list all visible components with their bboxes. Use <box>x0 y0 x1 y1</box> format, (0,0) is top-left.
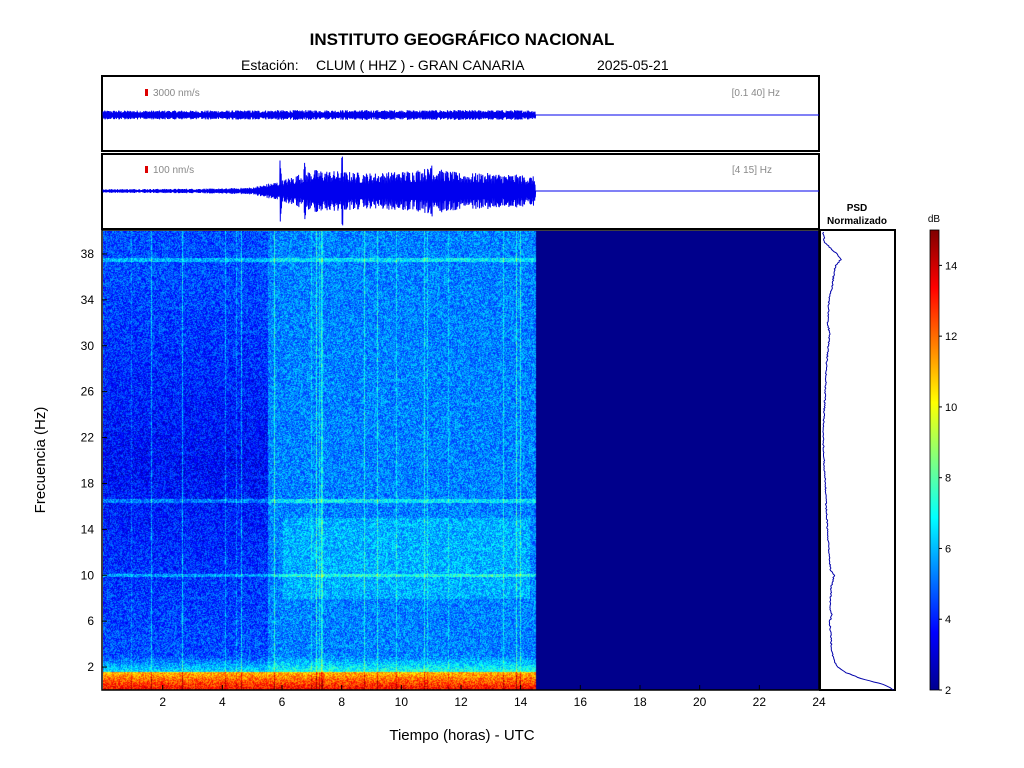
y-tick-label: 2 <box>87 660 94 674</box>
y-tick-label: 34 <box>81 293 95 307</box>
colorbar-tick-label: 10 <box>945 402 957 414</box>
colorbar-gradient <box>929 229 940 691</box>
spectrogram-y-label: Frecuencia (Hz) <box>32 407 49 514</box>
x-tick-label: 8 <box>338 695 345 709</box>
psd-title-line2: Normalizado <box>827 216 887 227</box>
x-tick-label: 4 <box>219 695 226 709</box>
psd-curve <box>822 231 894 691</box>
x-tick-label: 22 <box>753 695 767 709</box>
spectrogram-panel: 2 4 6 8 10 12 14 16 18 20 22 24 261014182226303438 … <box>32 229 826 744</box>
y-tick-label: 22 <box>81 431 95 445</box>
x-tick-label: 12 <box>454 695 468 709</box>
filter-label-filtered: [4 15] Hz <box>732 165 772 176</box>
spectrogram-x-ticks: 2 4 6 8 10 12 14 16 18 20 22 24 <box>159 685 826 709</box>
seismogram-broadband-panel: 3000 nm/s [0.1 40] Hz <box>101 75 820 152</box>
spectrogram-x-label: Tiempo (horas) - UTC <box>389 727 534 744</box>
colorbar-ticks: 2 4 6 8 10 12 14 <box>939 260 957 697</box>
x-tick-label: 2 <box>159 695 166 709</box>
x-tick-label: 16 <box>574 695 588 709</box>
scale-label-filtered: 100 nm/s <box>153 165 194 176</box>
psd-title-line1: PSD <box>847 203 868 214</box>
colorbar-tick-label: 6 <box>945 543 951 555</box>
colorbar-tick-label: 4 <box>945 614 951 626</box>
psd-frame <box>819 229 896 691</box>
spectrogram-heatmap <box>103 231 819 690</box>
record-date: 2025-05-21 <box>597 57 669 73</box>
scale-label-broadband: 3000 nm/s <box>153 88 200 99</box>
colorbar-tick-label: 12 <box>945 331 957 343</box>
colorbar: dB 2 4 6 8 10 12 14 <box>928 214 957 697</box>
y-tick-label: 6 <box>87 614 94 628</box>
trace-broadband <box>102 110 819 120</box>
station-name: CLUM ( HHZ ) - GRAN CANARIA <box>316 57 525 73</box>
y-tick-label: 26 <box>81 385 95 399</box>
y-tick-label: 18 <box>81 476 95 490</box>
figure-title: INSTITUTO GEOGRÁFICO NACIONAL <box>310 30 615 49</box>
y-tick-label: 30 <box>81 339 95 353</box>
colorbar-tick-label: 8 <box>945 473 951 485</box>
filter-label-broadband: [0.1 40] Hz <box>732 88 780 99</box>
x-tick-label: 24 <box>812 695 826 709</box>
y-tick-label: 38 <box>81 247 95 261</box>
x-tick-label: 10 <box>395 695 409 709</box>
x-tick-label: 18 <box>633 695 647 709</box>
y-tick-label: 10 <box>81 568 95 582</box>
scale-marker-broadband <box>145 89 148 96</box>
colorbar-tick-label: 14 <box>945 260 957 272</box>
trace-filtered <box>102 156 819 226</box>
colorbar-tick-label: 2 <box>945 685 951 697</box>
colorbar-unit: dB <box>928 214 941 225</box>
x-tick-label: 14 <box>514 695 528 709</box>
psd-panel: PSD Normalizado <box>819 203 896 691</box>
y-tick-label: 14 <box>81 522 95 536</box>
x-tick-label: 20 <box>693 695 707 709</box>
seismogram-filtered-panel: 100 nm/s [4 15] Hz <box>101 153 820 230</box>
x-tick-label: 6 <box>279 695 286 709</box>
station-label: Estación: <box>241 57 299 73</box>
scale-marker-filtered <box>145 166 148 173</box>
